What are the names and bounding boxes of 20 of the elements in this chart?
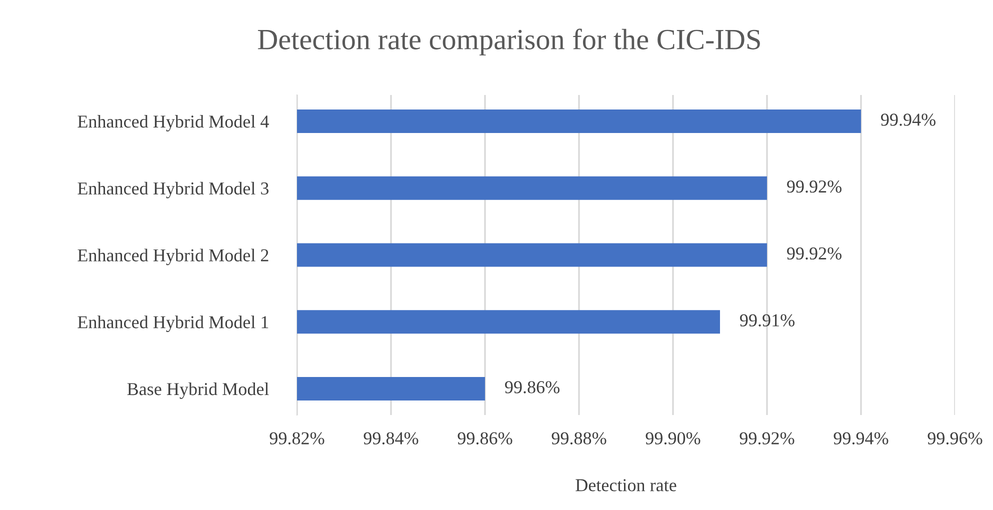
x-tick-label: 99.86% [458,432,512,444]
y-tick-label: Enhanced Hybrid Model 3 [78,182,269,198]
x-axis-title: Detection rate [576,479,676,492]
chart-title: Detection rate comparison for the CIC-IDS [258,28,760,56]
data-label: 99.92% [787,180,842,193]
x-tick-label: 99.84% [364,432,418,444]
data-label: 99.86% [505,381,560,394]
y-tick-label: Enhanced Hybrid Model 2 [78,248,268,266]
data-label: 99.92% [787,247,842,260]
x-tick-label: 99.94% [834,432,888,444]
x-tick-label: 99.82% [270,432,324,444]
x-tick-label: 99.92% [740,432,794,444]
y-tick-label: Enhanced Hybrid Model 1 [78,316,268,332]
data-label: 99.91% [740,314,794,326]
data-label: 99.94% [881,114,936,126]
y-tick-label: Enhanced Hybrid Model 4 [78,114,269,132]
x-tick-label: 99.96% [928,432,982,444]
x-tick-label: 99.90% [646,432,700,444]
y-tick-label: Base Hybrid Model [127,382,269,399]
x-tick-label: 99.88% [552,432,606,444]
